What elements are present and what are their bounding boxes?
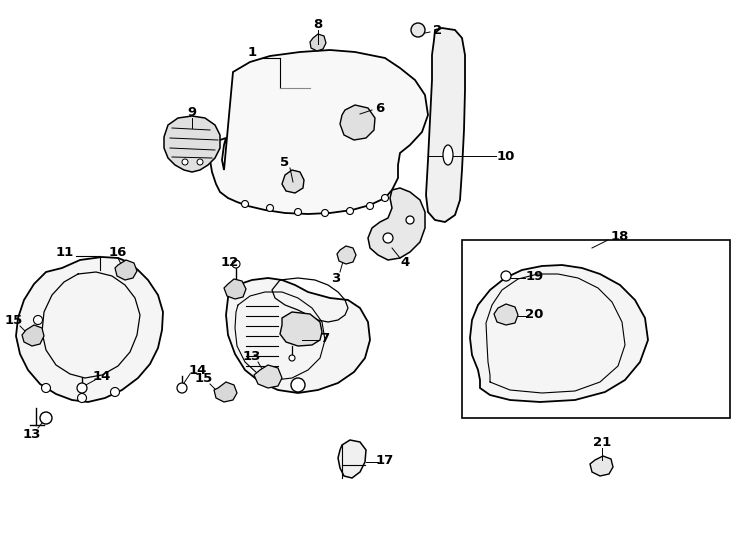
Circle shape	[291, 378, 305, 392]
Polygon shape	[22, 325, 44, 346]
Bar	[462, 240, 730, 418]
Text: 14: 14	[92, 369, 111, 382]
Text: 13: 13	[23, 428, 41, 441]
Text: 16: 16	[109, 246, 127, 259]
Text: 7: 7	[321, 332, 330, 345]
Polygon shape	[368, 188, 425, 260]
Polygon shape	[280, 312, 322, 346]
Text: 13: 13	[243, 349, 261, 362]
Circle shape	[232, 260, 240, 268]
Circle shape	[346, 207, 354, 214]
Text: 21: 21	[593, 435, 611, 449]
Text: 9: 9	[187, 105, 197, 118]
Circle shape	[241, 200, 249, 207]
Polygon shape	[224, 279, 246, 299]
Text: 8: 8	[313, 17, 323, 30]
Polygon shape	[340, 105, 375, 140]
Polygon shape	[282, 170, 304, 193]
Circle shape	[177, 383, 187, 393]
Polygon shape	[254, 365, 282, 388]
Text: 1: 1	[247, 45, 257, 58]
Circle shape	[321, 210, 329, 217]
Polygon shape	[210, 50, 428, 214]
Polygon shape	[310, 34, 326, 51]
Text: 12: 12	[221, 255, 239, 268]
Circle shape	[40, 412, 52, 424]
Circle shape	[501, 271, 511, 281]
Polygon shape	[470, 265, 648, 402]
Text: 19: 19	[526, 269, 544, 282]
Circle shape	[383, 233, 393, 243]
Circle shape	[111, 388, 120, 396]
Circle shape	[406, 216, 414, 224]
Circle shape	[34, 315, 43, 325]
Circle shape	[266, 205, 274, 212]
Polygon shape	[426, 28, 465, 222]
Text: 15: 15	[5, 314, 23, 327]
Circle shape	[42, 383, 51, 393]
Circle shape	[182, 159, 188, 165]
Circle shape	[411, 23, 425, 37]
Circle shape	[294, 208, 302, 215]
Polygon shape	[338, 440, 366, 478]
Polygon shape	[16, 257, 163, 402]
Text: 14: 14	[189, 363, 207, 376]
Text: 3: 3	[331, 272, 341, 285]
Polygon shape	[226, 278, 370, 393]
Text: 4: 4	[400, 255, 410, 268]
Polygon shape	[337, 246, 356, 264]
Polygon shape	[214, 382, 237, 402]
Circle shape	[289, 355, 295, 361]
Text: 11: 11	[56, 246, 74, 259]
Polygon shape	[590, 456, 613, 476]
Text: 5: 5	[280, 156, 289, 168]
Text: 20: 20	[525, 308, 543, 321]
Polygon shape	[164, 116, 220, 172]
Circle shape	[78, 394, 87, 402]
Text: 15: 15	[195, 372, 213, 384]
Circle shape	[197, 159, 203, 165]
Ellipse shape	[443, 145, 453, 165]
Polygon shape	[494, 304, 518, 325]
Text: 18: 18	[611, 230, 629, 242]
Text: 10: 10	[497, 150, 515, 163]
Circle shape	[366, 202, 374, 210]
Circle shape	[382, 194, 388, 201]
Polygon shape	[115, 260, 137, 280]
Circle shape	[77, 383, 87, 393]
Text: 17: 17	[376, 454, 394, 467]
Text: 2: 2	[434, 24, 443, 37]
Text: 6: 6	[375, 102, 385, 114]
